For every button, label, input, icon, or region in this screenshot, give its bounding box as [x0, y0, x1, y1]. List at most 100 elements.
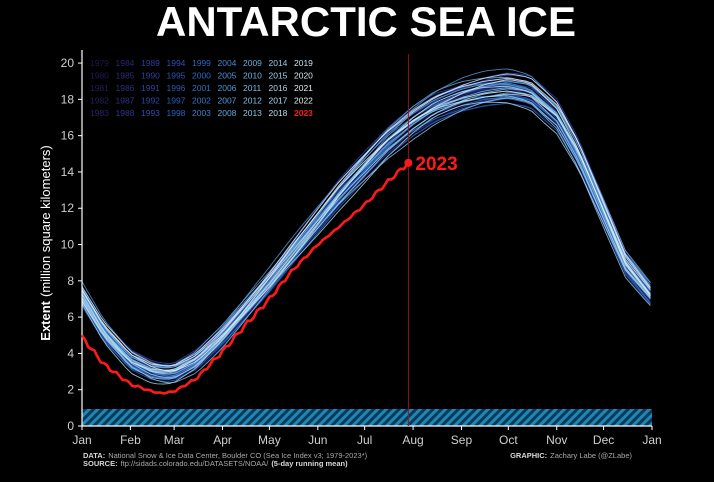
legend-year-1986: 1986: [116, 83, 135, 93]
legend-year-1981: 1981: [90, 83, 109, 93]
zero-extent-band: [82, 409, 652, 426]
legend-year-1992: 1992: [141, 96, 160, 106]
y-tick-label: 2: [67, 383, 74, 397]
y-tick-label: 16: [61, 129, 75, 143]
legend-year-2010: 2010: [243, 71, 262, 81]
footer-data-text: National Snow & Ice Data Center, Boulder…: [108, 451, 367, 460]
legend-year-1995: 1995: [167, 71, 186, 81]
x-tick-label: Aug: [402, 433, 423, 447]
year-line-2019: [81, 93, 651, 371]
x-tick-label: Jan: [72, 433, 91, 447]
y-tick-label: 0: [67, 419, 74, 433]
y-tick-label: 4: [67, 346, 74, 360]
footer-source-note: (5-day running mean): [271, 459, 348, 468]
axes: [81, 50, 652, 427]
axis-ticks: 0 2 4 6 8 10 12 14 16 18 20 Jan Feb Mar Apr May Jun Jul Au…: [61, 56, 662, 447]
legend-year-2002: 2002: [192, 96, 211, 106]
legend-year-2012: 2012: [243, 96, 262, 106]
legend-year-2018: 2018: [269, 108, 288, 118]
legend-year-1982: 1982: [90, 96, 109, 106]
x-tick-label: Jun: [308, 433, 327, 447]
year-line-2016: [81, 101, 651, 385]
year-line-2012: [81, 88, 651, 371]
annotation-2023: 2023: [415, 154, 457, 175]
legend-year-2013: 2013: [243, 108, 262, 118]
x-tick-label: Jul: [357, 433, 372, 447]
x-tick-label: May: [258, 433, 281, 447]
x-tick-label: Oct: [499, 433, 518, 447]
year-line-2022: [81, 79, 651, 372]
x-tick-label: Jan: [642, 433, 661, 447]
footer-source-label: SOURCE:: [83, 459, 118, 468]
legend-year-2017: 2017: [269, 96, 288, 106]
legend-year-1998: 1998: [167, 108, 186, 118]
year-line-2020: [81, 73, 651, 367]
legend-year-1993: 1993: [141, 108, 160, 118]
x-tick-label: Mar: [164, 433, 185, 447]
year-legend: 1979 1984 1989 1994 1999 2004 2009 2014 2019 1980…: [90, 58, 313, 118]
y-tick-label: 12: [61, 201, 75, 215]
legend-year-1985: 1985: [116, 71, 135, 81]
y-tick-label: 8: [67, 274, 74, 288]
y-tick-label: 18: [61, 92, 75, 106]
legend-year-2001: 2001: [192, 83, 211, 93]
legend-year-2016: 2016: [269, 83, 288, 93]
legend-year-1988: 1988: [116, 108, 135, 118]
point-2023-latest: [404, 158, 413, 167]
legend-year-2011: 2011: [243, 83, 262, 93]
legend-year-1997: 1997: [167, 96, 186, 106]
legend-year-1983: 1983: [90, 108, 109, 118]
year-line-2014: [81, 95, 651, 380]
line-2023: [80, 164, 408, 395]
y-axis-label: Extent (million square kilometers): [38, 145, 53, 340]
legend-year-1994: 1994: [167, 58, 186, 68]
year-line-1992: [81, 72, 651, 365]
year-line-2013: [81, 97, 651, 384]
legend-year-2009: 2009: [243, 58, 262, 68]
y-axis-label-rest: (million square kilometers): [38, 145, 53, 297]
legend-year-2023: 2023: [294, 108, 313, 118]
legend-year-1984: 1984: [116, 58, 135, 68]
legend-year-2022: 2022: [294, 96, 313, 106]
x-tick-label: Sep: [451, 433, 473, 447]
footer-graphic-label: GRAPHIC:: [510, 451, 547, 460]
legend-year-1991: 1991: [141, 83, 160, 93]
year-line-2015: [81, 90, 651, 379]
legend-year-2006: 2006: [218, 83, 237, 93]
legend-year-2000: 2000: [192, 71, 211, 81]
year-2023-series: 2023: [80, 54, 458, 426]
legend-year-1989: 1989: [141, 58, 160, 68]
legend-year-2004: 2004: [218, 58, 237, 68]
legend-year-1987: 1987: [116, 96, 135, 106]
y-tick-label: 20: [61, 56, 75, 70]
chart-footer: DATA: National Snow & Ice Data Center, Bo…: [83, 451, 632, 468]
year-line-2009: [81, 76, 651, 368]
footer-graphic-text: Zachary Labe (@ZLabe): [550, 451, 632, 460]
legend-year-2020: 2020: [294, 71, 313, 81]
legend-year-2003: 2003: [192, 108, 211, 118]
legend-year-1990: 1990: [141, 71, 160, 81]
x-tick-label: Apr: [213, 433, 232, 447]
legend-year-1999: 1999: [192, 58, 211, 68]
legend-year-2014: 2014: [269, 58, 288, 68]
x-tick-label: Dec: [593, 433, 614, 447]
svg-text:Extent(million square kilomete: Extent (million square kilometers): [38, 145, 53, 340]
y-tick-label: 14: [61, 165, 75, 179]
historical-year-lines: [81, 68, 651, 385]
y-tick-label: 10: [61, 238, 75, 252]
year-line-2021: [81, 77, 651, 367]
legend-year-1980: 1980: [90, 71, 109, 81]
legend-year-2021: 2021: [294, 83, 313, 93]
legend-year-1996: 1996: [167, 83, 186, 93]
svg-text:GRAPHIC:Zachary Labe (@ZLabe): GRAPHIC: Zachary Labe (@ZLabe): [510, 451, 632, 460]
legend-year-2008: 2008: [218, 108, 237, 118]
legend-year-2015: 2015: [269, 71, 288, 81]
svg-text:DATA:National Snow & Ice Data: DATA: National Snow & Ice Data Center, Bo…: [83, 451, 368, 460]
legend-year-2007: 2007: [218, 96, 237, 106]
year-line-2008: [81, 80, 651, 369]
year-line-1999: [81, 102, 651, 382]
year-line-1989: [81, 82, 651, 369]
x-tick-label: Feb: [120, 433, 141, 447]
legend-year-2019: 2019: [294, 58, 313, 68]
